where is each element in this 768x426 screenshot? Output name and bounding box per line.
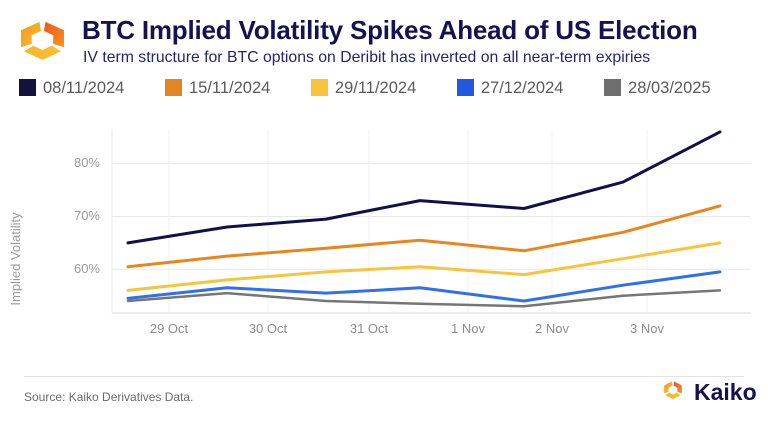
svg-text:Implied Volatility: Implied Volatility [8,212,23,306]
svg-text:29 Oct: 29 Oct [150,321,189,336]
svg-text:1 Nov: 1 Nov [451,321,485,336]
svg-text:2 Nov: 2 Nov [535,321,569,336]
svg-text:80%: 80% [74,155,100,170]
svg-text:3 Nov: 3 Nov [630,321,664,336]
svg-text:31 Oct: 31 Oct [350,321,389,336]
svg-text:60%: 60% [74,261,100,276]
svg-text:70%: 70% [74,208,100,223]
svg-text:30 Oct: 30 Oct [249,321,288,336]
